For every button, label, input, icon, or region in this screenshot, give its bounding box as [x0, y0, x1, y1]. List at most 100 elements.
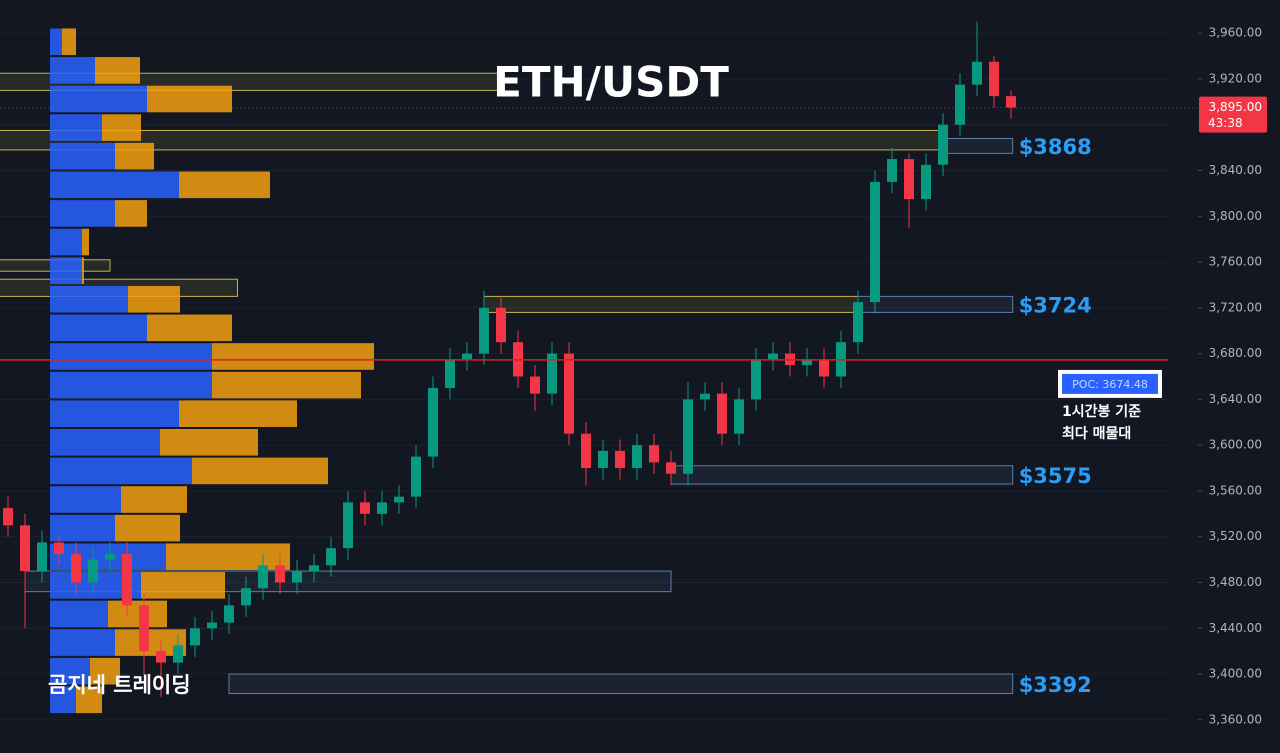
candle-body	[666, 462, 676, 474]
candle-body	[683, 399, 693, 474]
profile-sell	[160, 428, 258, 456]
y-tick-label: 3,720.00	[1209, 300, 1262, 314]
profile-buy	[50, 228, 82, 256]
profile-buy	[50, 142, 115, 170]
profile-buy	[50, 285, 128, 313]
candle-body	[207, 622, 217, 629]
profile-buy	[50, 200, 115, 227]
zone	[942, 137, 1014, 154]
candle-body	[921, 164, 931, 200]
candle-body	[564, 353, 574, 434]
profile-sell	[192, 457, 328, 485]
candle-body	[547, 353, 557, 394]
candle-body	[581, 433, 591, 469]
profile-sell	[90, 657, 120, 685]
y-tick-label: 3,360.00	[1209, 712, 1262, 726]
countdown: 43:38	[1208, 116, 1243, 130]
profile-buy	[50, 57, 95, 84]
zone	[228, 673, 1014, 694]
candle-body	[751, 359, 761, 400]
candle-body	[819, 359, 829, 377]
profile-buy	[50, 371, 212, 399]
profile-buy	[50, 343, 212, 370]
candle-body	[972, 61, 982, 85]
profile-buy	[50, 686, 76, 714]
chart-title: ETH/USDT	[493, 58, 729, 107]
candle-body	[768, 353, 778, 360]
profile-sell	[95, 57, 140, 84]
candle-body	[275, 565, 285, 583]
profile-sell	[108, 600, 167, 628]
candle-body	[717, 393, 727, 434]
candle-body	[258, 565, 268, 589]
watermark: 곰지네 트레이딩	[48, 673, 191, 697]
profile-buy	[50, 428, 160, 456]
profile-sell	[179, 171, 270, 199]
candle-body	[343, 502, 353, 549]
candle-body	[649, 445, 659, 463]
profile-sell	[115, 142, 154, 170]
profile-buy	[50, 486, 121, 513]
candle-body	[71, 553, 81, 583]
candle-body	[462, 353, 472, 360]
zone-label: $3868	[1019, 135, 1092, 159]
candle-body	[989, 61, 999, 97]
y-tick-label: 3,680.00	[1209, 346, 1262, 360]
profile-sell	[121, 486, 187, 513]
profile-buy	[50, 657, 90, 685]
profile-buy	[50, 314, 147, 342]
profile-sell	[141, 572, 225, 599]
y-tick-label: 3,840.00	[1209, 163, 1262, 177]
annotation: 최다 매물대	[1062, 426, 1131, 442]
candle-body	[105, 553, 115, 560]
candle-body	[530, 376, 540, 394]
profile-sell	[179, 400, 297, 427]
y-tick-label: 3,560.00	[1209, 483, 1262, 497]
candle-body	[802, 359, 812, 366]
profile-buy	[50, 400, 179, 427]
candle-body	[3, 508, 13, 526]
candle-body	[54, 542, 64, 554]
candle-body	[904, 159, 914, 200]
profile-sell	[212, 343, 374, 370]
profile-buy	[50, 28, 62, 56]
profile-sell	[166, 543, 290, 571]
profile-sell	[62, 28, 76, 56]
profile-sell	[115, 200, 147, 227]
last-price-label: 3,895.00	[1209, 100, 1262, 114]
candle-body	[88, 559, 98, 583]
profile-buy	[50, 114, 102, 141]
poc-label: POC: 3674.48	[1072, 378, 1148, 391]
candle-body	[122, 553, 132, 606]
y-tick-label: 3,440.00	[1209, 621, 1262, 635]
candle-body	[598, 450, 608, 469]
y-tick-label: 3,640.00	[1209, 392, 1262, 406]
candle-body	[309, 565, 319, 572]
zone	[857, 295, 1014, 313]
profile-buy	[50, 457, 192, 485]
candle-body	[224, 605, 234, 623]
candle-body	[394, 496, 404, 503]
zone-label: $3392	[1019, 673, 1092, 697]
y-tick-label: 3,480.00	[1209, 575, 1262, 589]
profile-buy	[50, 514, 115, 542]
profile-sell	[128, 285, 180, 313]
profile-buy	[50, 629, 115, 656]
profile-sell	[212, 371, 361, 399]
annotation: 1시간봉 기준	[1062, 403, 1141, 420]
candle-body	[428, 387, 438, 457]
profile-sell	[76, 686, 102, 714]
profile-sell	[82, 228, 89, 256]
candle-body	[887, 159, 897, 182]
candle-body	[360, 502, 370, 514]
y-tick-label: 3,800.00	[1209, 209, 1262, 223]
zone	[483, 295, 859, 313]
profile-sell	[102, 114, 141, 141]
candle-body	[632, 445, 642, 469]
candle-body	[1006, 96, 1016, 108]
profile-buy	[50, 600, 108, 628]
profile-sell	[147, 314, 232, 342]
candle-body	[156, 651, 166, 663]
candle-body	[870, 181, 880, 303]
